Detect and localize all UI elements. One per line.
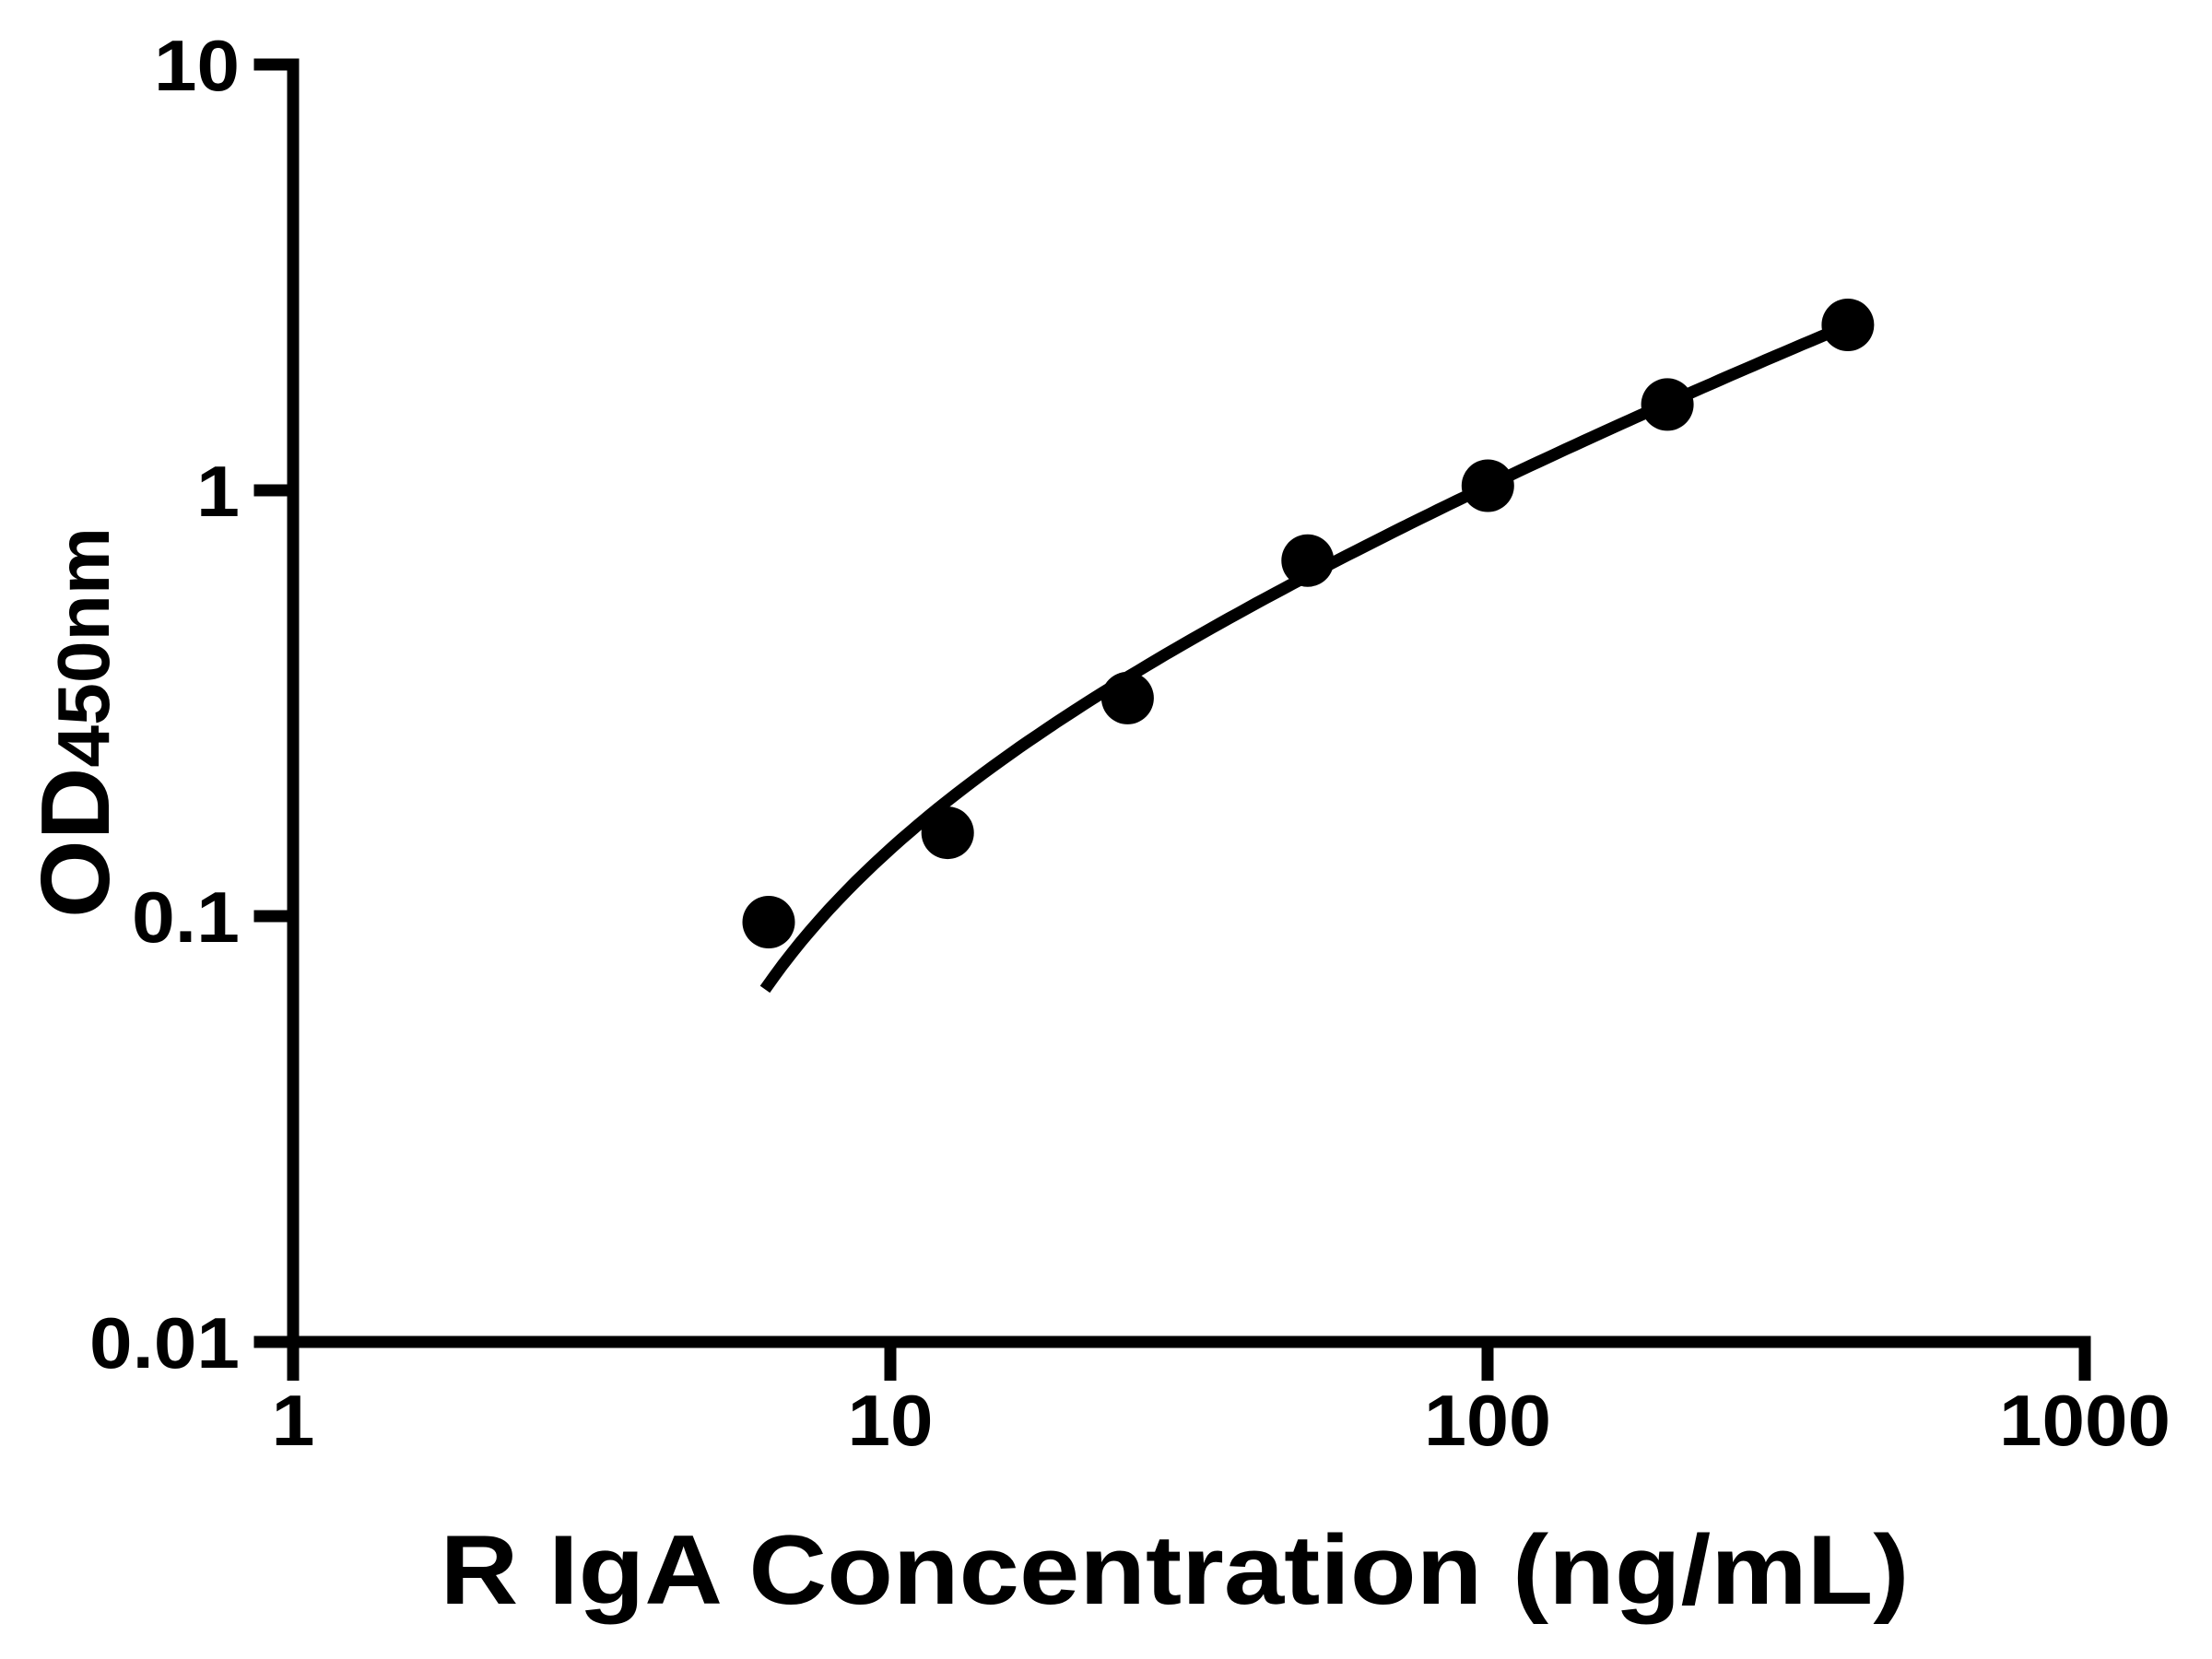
- svg-text:10: 10: [848, 1380, 934, 1461]
- svg-text:100: 100: [1424, 1380, 1551, 1461]
- svg-text:1000: 1000: [1999, 1380, 2171, 1461]
- svg-text:1: 1: [196, 451, 240, 532]
- svg-text:1: 1: [272, 1380, 315, 1461]
- svg-text:10: 10: [154, 25, 240, 106]
- svg-text:0.1: 0.1: [132, 877, 240, 958]
- svg-text:R IgA Concentration (ng/mL): R IgA Concentration (ng/mL): [441, 1514, 1910, 1625]
- svg-text:0.01: 0.01: [89, 1302, 240, 1383]
- svg-text:OD450nm: OD450nm: [21, 527, 130, 918]
